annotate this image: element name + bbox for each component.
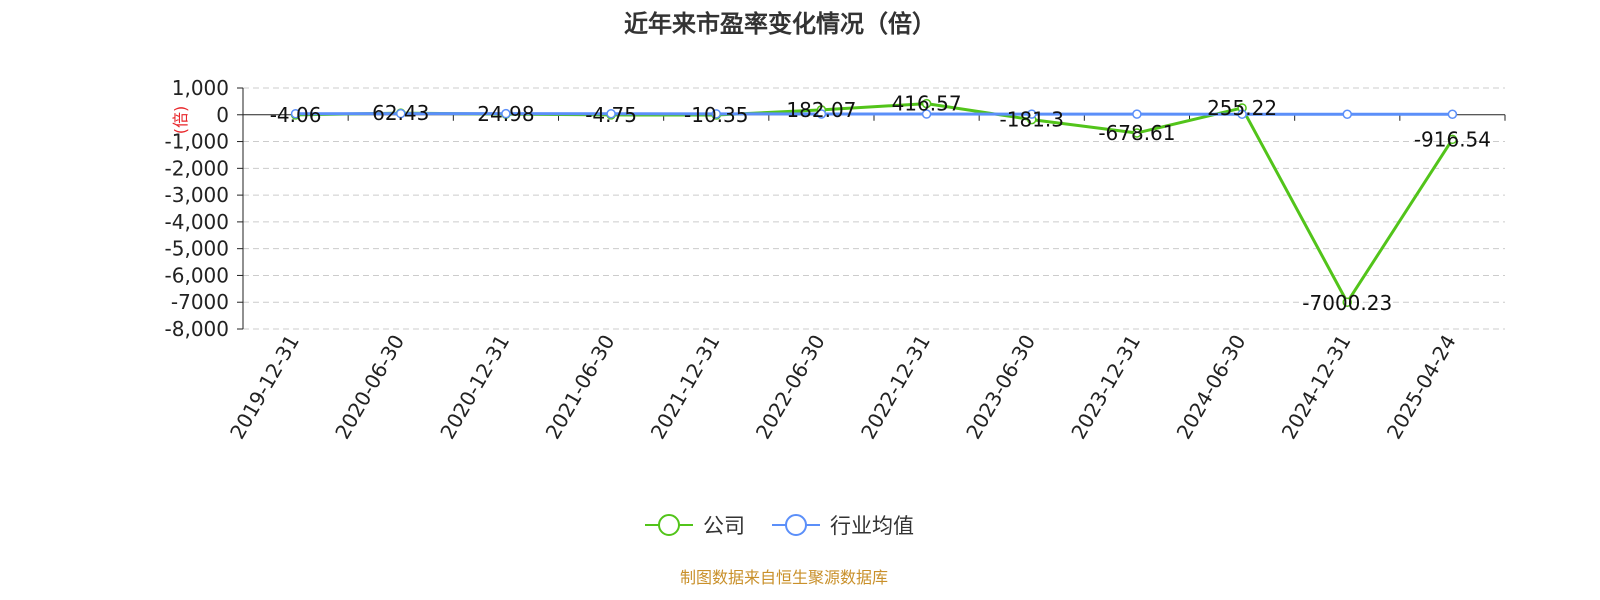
series-line-1 <box>295 112 1453 116</box>
data-label: -678.61 <box>1098 121 1175 145</box>
data-point[interactable] <box>1447 134 1458 145</box>
data-label: -4.06 <box>270 103 322 127</box>
data-point[interactable] <box>606 109 616 119</box>
x-tick-label: 2022-06-30 <box>751 331 830 444</box>
y-tick-label: 1,000 <box>172 76 229 100</box>
legend-label: 行业均值 <box>830 514 914 538</box>
y-tick-label: -3,000 <box>165 183 229 207</box>
y-tick-label: -7000 <box>171 290 229 314</box>
data-point[interactable] <box>1132 109 1142 119</box>
legend-marker <box>658 514 680 536</box>
x-tick-label: 2022-12-31 <box>856 330 935 443</box>
y-tick-label: -8,000 <box>165 317 229 341</box>
data-point[interactable] <box>1132 128 1142 138</box>
y-axis-unit-label: (倍) <box>171 106 190 135</box>
legend-item-1[interactable]: 行业均值 <box>772 514 914 538</box>
x-tick-label: 2023-06-30 <box>961 331 1040 444</box>
legend-label: 公司 <box>703 514 745 538</box>
data-point[interactable] <box>1447 109 1458 119</box>
data-point[interactable] <box>501 108 511 119</box>
y-tick-label: -2,000 <box>165 156 229 180</box>
data-point[interactable] <box>816 109 827 119</box>
y-tick-label: -6,000 <box>165 263 229 287</box>
x-tick-label: 2021-06-30 <box>541 331 620 444</box>
legend-item-0[interactable]: 公司 <box>645 514 745 538</box>
data-label: 24.98 <box>477 102 534 126</box>
data-label: -7000.23 <box>1302 291 1392 315</box>
data-label: -181.3 <box>1000 108 1064 132</box>
data-label: 182.07 <box>786 98 856 122</box>
data-point[interactable] <box>396 108 406 119</box>
data-label: -916.54 <box>1414 127 1491 151</box>
legend[interactable]: 公司 行业均值 <box>645 514 914 538</box>
y-tick-labels: 1,000 0 -1,000-2,000 -3,000 -4,000 -5,000-6,0… <box>165 76 229 341</box>
data-point[interactable] <box>1237 109 1247 119</box>
y-tick-label: 0 <box>216 103 229 127</box>
x-tick-label: 2019-12-31 <box>225 331 304 444</box>
legend-marker <box>785 514 807 536</box>
data-point[interactable] <box>921 109 932 119</box>
data-label: 62.43 <box>372 101 429 125</box>
x-tick-label: 2023-12-31 <box>1066 331 1145 444</box>
y-tick-label: -4,000 <box>165 210 229 234</box>
x-tick-label: 2024-12-31 <box>1277 331 1356 444</box>
x-tick-label: 2025-04-24 <box>1382 331 1461 444</box>
series-lines <box>290 98 1458 307</box>
data-point[interactable] <box>1342 109 1352 119</box>
y-tick-label: -1,000 <box>165 130 229 154</box>
data-labels: -4.06 62.43 24.98 -4.75 -10.35 182.07 416.57 -1… <box>270 92 1491 316</box>
data-point[interactable] <box>1027 109 1037 119</box>
grid-lines <box>243 87 1505 330</box>
chart-title: 近年来市盈率变化情况（倍） <box>624 10 936 38</box>
data-point[interactable] <box>711 109 721 119</box>
data-label: -10.35 <box>684 103 748 127</box>
data-label: 255.22 <box>1207 96 1277 120</box>
data-point[interactable] <box>921 98 932 109</box>
x-tick-label: 2024-06-30 <box>1172 331 1251 444</box>
x-tick-label: 2020-06-30 <box>330 331 409 444</box>
x-tick-label: 2020-12-31 <box>435 330 514 443</box>
data-label: 416.57 <box>892 92 962 116</box>
data-point[interactable] <box>290 108 301 119</box>
x-tick-labels: 2019-12-31 2020-06-30 2020-12-31 2021-06-30… <box>225 330 1461 443</box>
source-note: 制图数据来自恒生聚源数据库 <box>680 568 888 587</box>
series-line-0 <box>295 102 1454 304</box>
x-tick-label: 2021-12-31 <box>646 331 725 444</box>
data-point[interactable] <box>1342 297 1352 307</box>
data-label: -4.75 <box>585 103 637 127</box>
y-tick-label: -5,000 <box>165 237 229 261</box>
